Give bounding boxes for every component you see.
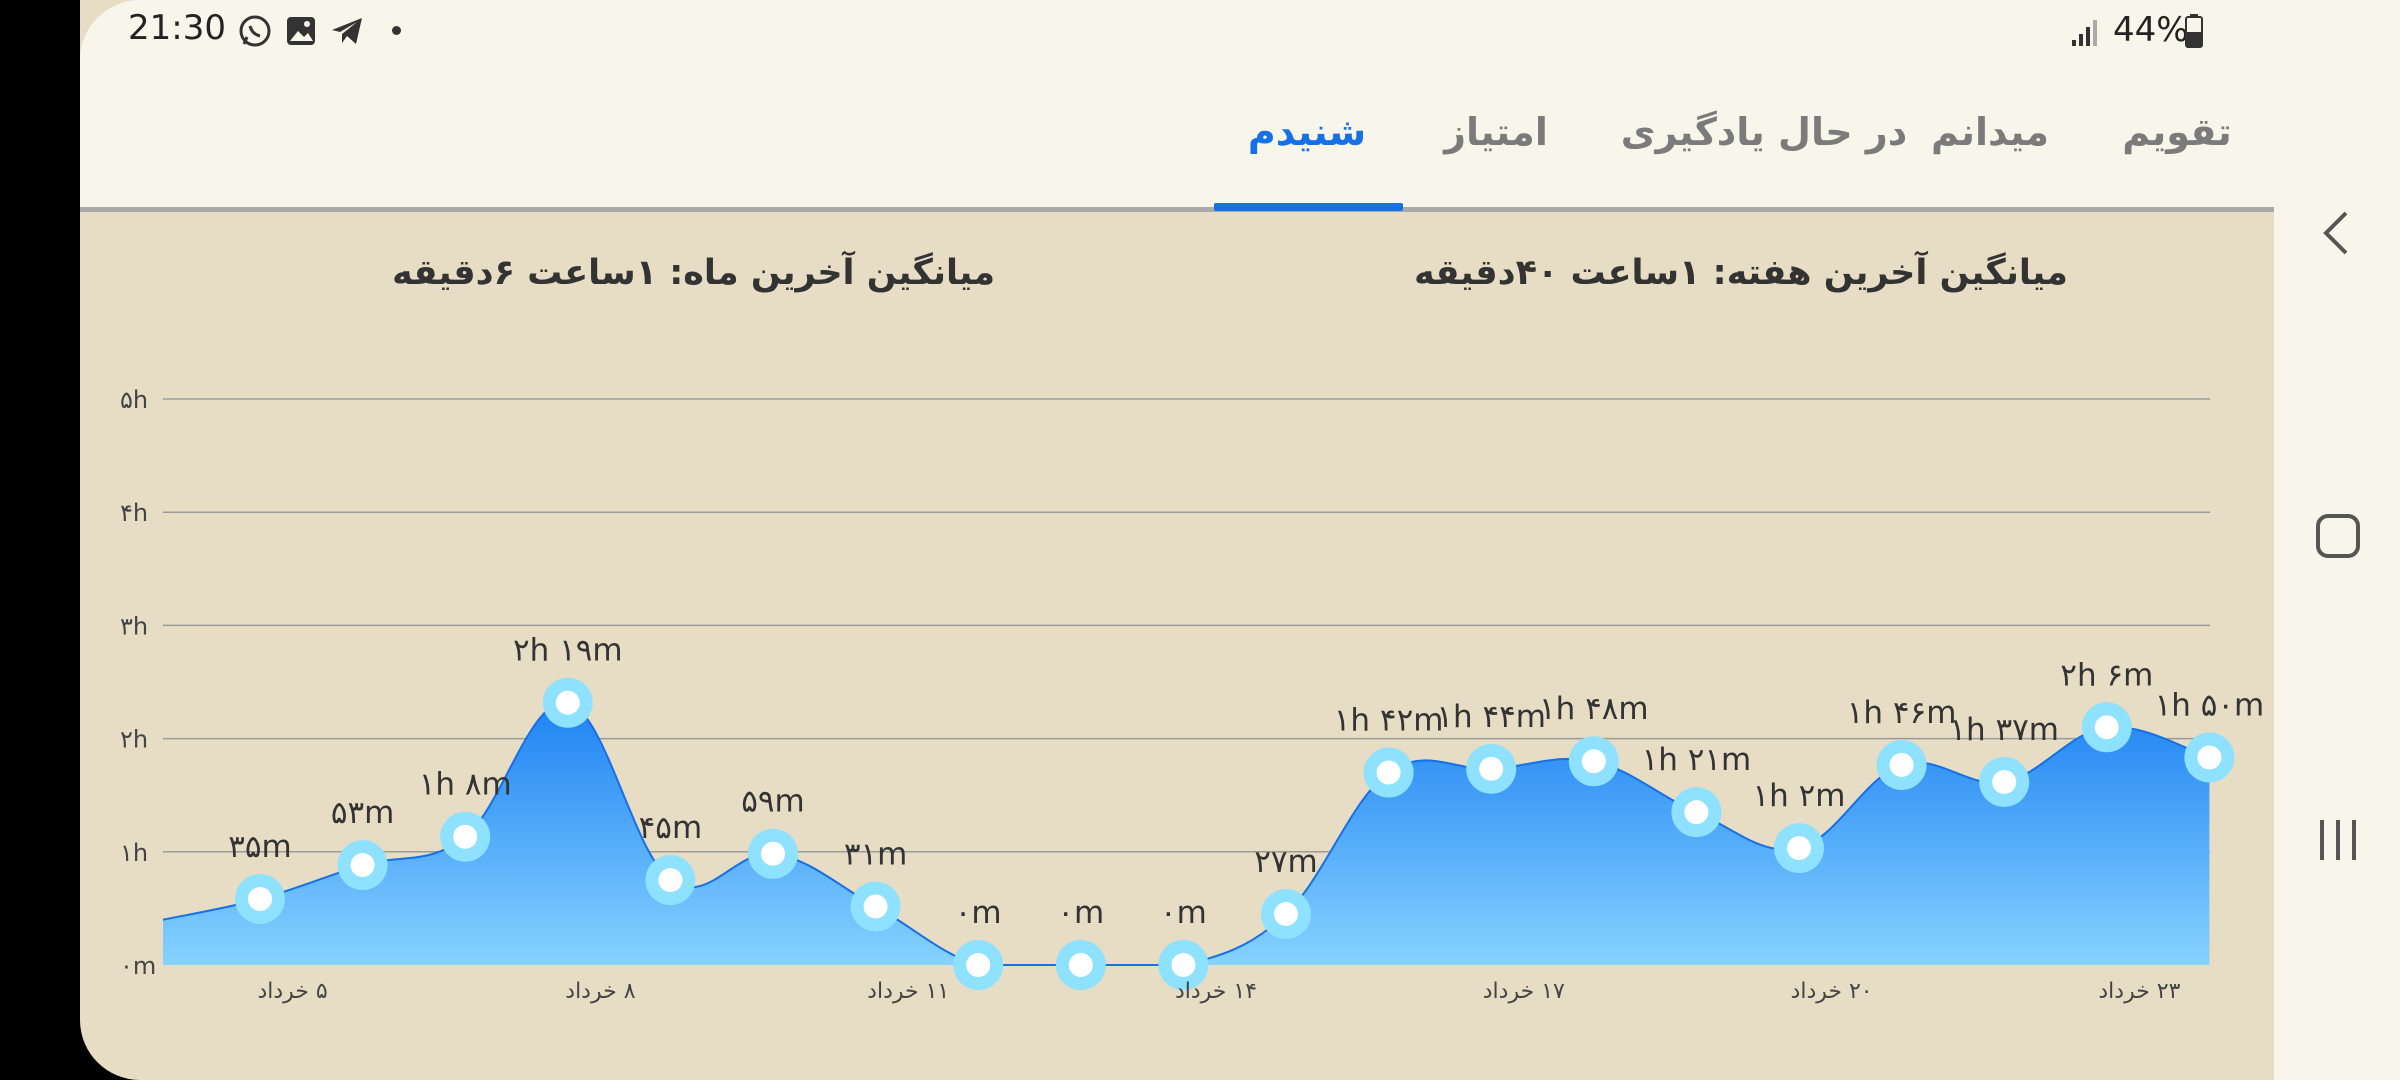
data-point-center [1889,752,1914,777]
tab-divider [80,207,2274,212]
active-tab-indicator [1214,203,1403,211]
data-label: ۰m [1160,895,1207,931]
data-label: ۱h ۳۷m [1949,712,2059,748]
x-tick-label: ۱۴ خرداد [1175,979,1257,1004]
data-label: ۱h ۴۴m [1436,699,1546,735]
tab-score[interactable]: امتیاز [1444,110,1548,154]
signal-icon [2072,20,2097,46]
battery-percent: 44% [2113,10,2189,50]
data-label: ۲۷m [1254,844,1318,880]
gallery-icon [287,17,315,45]
data-label: ۱h ۵۰m [2155,688,2265,724]
status-bar: 21:30 44% [80,0,2274,60]
data-label: ۱h ۲۱m [1642,742,1752,778]
whatsapp-icon [239,15,271,47]
data-label: ۱h ۴۸m [1539,691,1649,727]
home-icon[interactable] [2310,508,2366,564]
data-label: ۱h ۸m [419,767,512,803]
listening-time-chart: ۰m ۱h ۲h ۳h ۴h ۵h ۳۵m ۵۳m ۱h ۸m ۲h ۱۹m ۴۵m ۵۹m ۳۱m ۰… [120,386,2265,1004]
battery-icon [2185,14,2203,48]
x-tick-label: ۸ خرداد [565,979,635,1004]
data-point-center [966,953,991,977]
system-nav-bar [2274,0,2400,1080]
data-label: ۱h ۴۶m [1847,695,1957,731]
x-tick-label: ۱۷ خرداد [1483,979,1565,1004]
data-label: ۱h ۲m [1753,778,1846,814]
y-tick-label: ۳h [120,612,148,640]
tab-known[interactable]: میدانم [1930,110,2050,154]
back-icon[interactable] [2310,205,2366,261]
data-point-center [658,868,683,893]
data-point-center [1274,902,1298,927]
data-point-center [1171,953,1196,977]
data-point-center [453,824,478,849]
data-label: ۳۵m [228,829,292,865]
data-point-center [248,887,272,912]
data-label: ۰m [955,895,1002,931]
weekly-average: میانگین آخرین هفته: ۱ساعت ۴۰دقیقه [1414,253,2068,293]
tab-heard[interactable]: شنیدم [1247,110,1367,154]
data-point-center [863,894,888,919]
y-tick-label: ۴h [120,499,148,527]
data-label: ۵۳m [331,795,395,831]
y-tick-label: ۵h [120,386,148,414]
x-tick-label: ۲۰ خرداد [1791,979,1873,1004]
data-point-center [761,841,785,866]
data-label: ۲h ۱۹m [513,633,623,669]
data-label: ۵۹m [741,784,805,820]
data-point-center [350,853,375,878]
telegram-icon [332,18,362,44]
data-label: ۴۵m [639,810,703,846]
recent-apps-icon[interactable] [2310,812,2366,868]
data-point-center [1581,749,1606,774]
x-tick-label: ۵ خرداد [257,979,327,1004]
data-point-center [1376,760,1401,785]
y-tick-label: ۱h [120,839,148,867]
data-point-center [1068,953,1093,977]
data-point-center [1479,756,1504,781]
top-bar [80,0,2274,210]
data-point-center [1684,800,1709,825]
data-label: ۱h ۴۲m [1334,703,1444,739]
y-tick-label: ۲h [120,726,148,754]
data-point-center [555,690,580,715]
notification-dot-icon [392,26,401,35]
tab-learning[interactable]: در حال یادگیری [1620,110,1908,154]
data-point-center [1992,769,2017,794]
y-tick-label: ۰m [120,952,156,980]
data-label: ۰m [1057,895,1104,931]
x-tick-label: ۲۳ خرداد [2098,979,2180,1004]
app-screen: 21:30 44% تقویم میدانم [80,0,2274,1080]
monthly-average: میانگین آخرین ماه: ۱ساعت ۶دقیقه [392,253,996,293]
tab-calendar[interactable]: تقویم [2122,110,2232,154]
data-label: ۲h ۶m [2060,657,2153,693]
data-point-center [1787,836,1811,861]
data-point-center [2094,715,2119,740]
data-point-center [2197,745,2222,770]
x-tick-label: ۱۱ خرداد [867,979,949,1004]
status-time: 21:30 [128,8,226,48]
data-label: ۳۱m [844,836,908,872]
